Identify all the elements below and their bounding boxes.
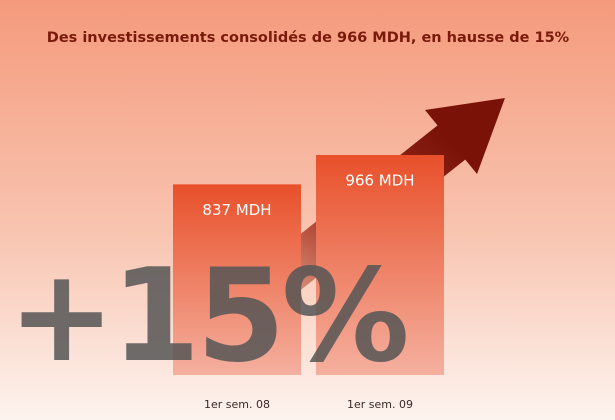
- x-tick-label: 1er sem. 09: [347, 398, 413, 411]
- chart-title: Des investissements consolidés de 966 MD…: [47, 30, 570, 46]
- value-label: 966 MDH: [345, 172, 414, 190]
- bar-shade: [316, 155, 444, 375]
- arrow-head: [425, 98, 505, 174]
- value-label: 837 MDH: [202, 201, 271, 219]
- annotation: +15%: [8, 242, 406, 391]
- bar-shade: [173, 184, 301, 375]
- x-tick-label: 1er sem. 08: [204, 398, 270, 411]
